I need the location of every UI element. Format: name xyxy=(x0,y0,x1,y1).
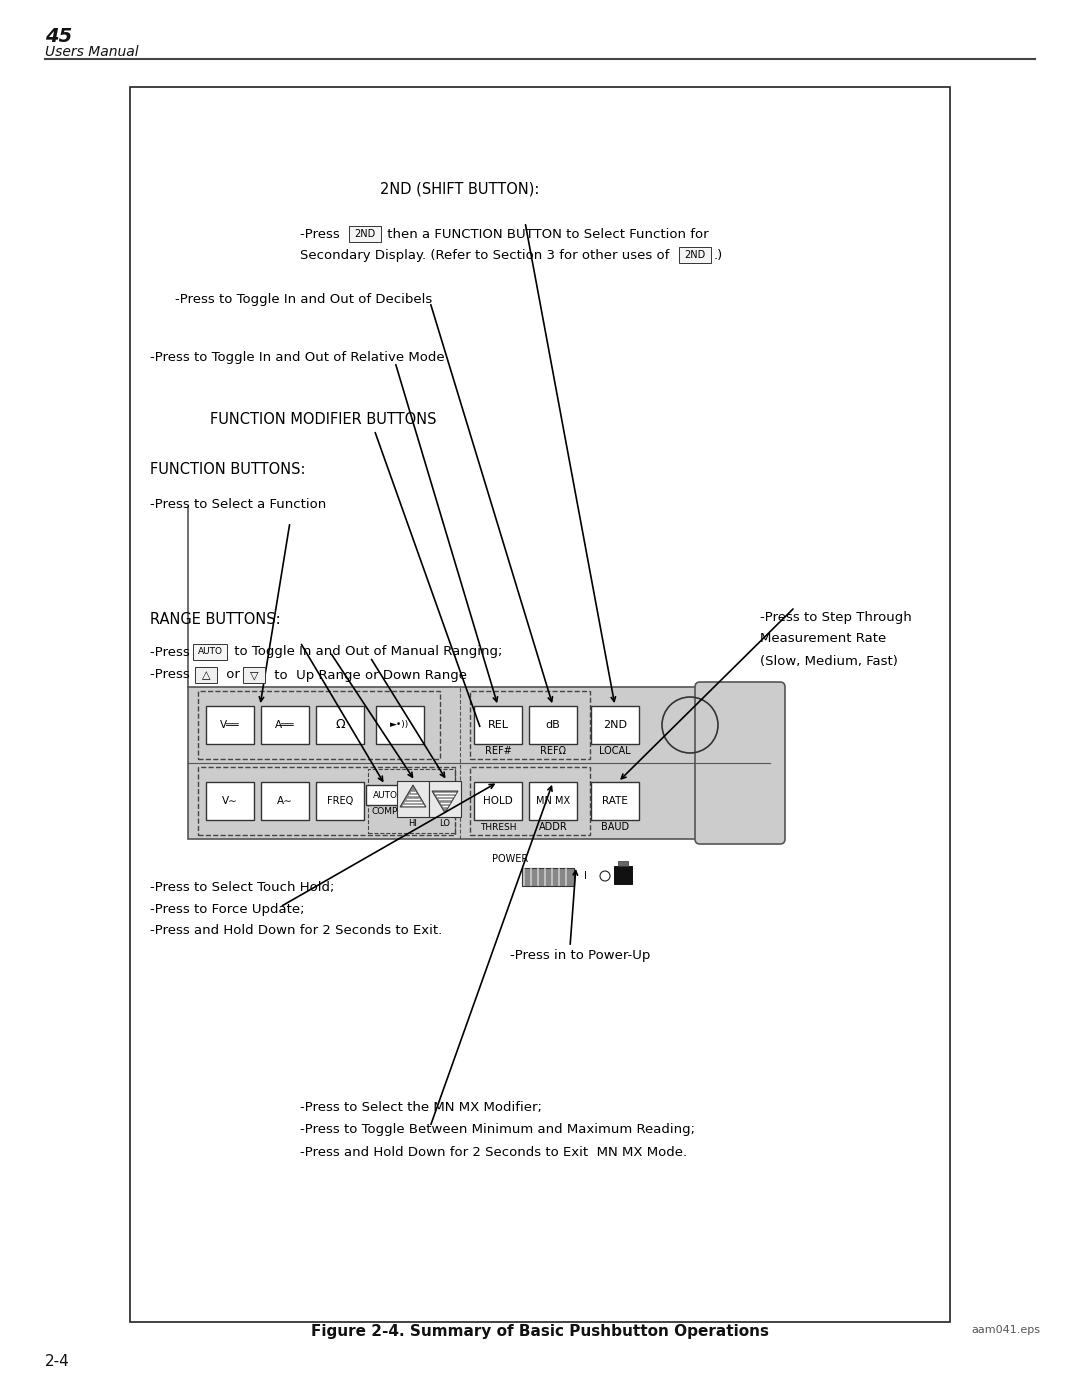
Bar xyxy=(618,861,627,866)
Bar xyxy=(591,782,639,820)
Text: -Press: -Press xyxy=(150,645,194,658)
Text: to Toggle In and Out of Manual Ranging;: to Toggle In and Out of Manual Ranging; xyxy=(230,645,502,658)
Bar xyxy=(529,705,577,745)
Bar xyxy=(679,247,711,263)
Text: A══: A══ xyxy=(275,719,295,731)
Bar xyxy=(316,705,364,745)
Bar xyxy=(474,705,522,745)
Text: or: or xyxy=(222,669,244,682)
Bar xyxy=(316,782,364,820)
Text: AUTO: AUTO xyxy=(198,647,222,657)
Text: V∼: V∼ xyxy=(222,796,238,806)
Bar xyxy=(376,705,424,745)
Text: to  Up Range or Down Range: to Up Range or Down Range xyxy=(270,669,467,682)
Text: RANGE BUTTONS:: RANGE BUTTONS: xyxy=(150,612,281,626)
Text: REF#: REF# xyxy=(485,746,511,756)
Text: FUNCTION MODIFIER BUTTONS: FUNCTION MODIFIER BUTTONS xyxy=(210,412,436,426)
Bar xyxy=(198,767,455,835)
Text: COMP: COMP xyxy=(372,806,399,816)
Bar xyxy=(261,705,309,745)
Text: POWER: POWER xyxy=(491,854,528,863)
Bar xyxy=(206,705,254,745)
Text: -Press to Step Through: -Press to Step Through xyxy=(760,610,912,623)
Text: FREQ: FREQ xyxy=(327,796,353,806)
Bar xyxy=(529,782,577,820)
Polygon shape xyxy=(400,785,426,807)
Text: 2ND: 2ND xyxy=(354,229,376,239)
Bar xyxy=(591,705,639,745)
Text: dB: dB xyxy=(545,719,561,731)
Text: -Press and Hold Down for 2 Seconds to Exit.: -Press and Hold Down for 2 Seconds to Ex… xyxy=(150,925,442,937)
Text: BAUD: BAUD xyxy=(600,821,629,833)
Text: then a FUNCTION BUTTON to Select Function for: then a FUNCTION BUTTON to Select Functio… xyxy=(383,228,708,240)
Bar xyxy=(195,666,217,683)
Text: -Press to Select Touch Hold;: -Press to Select Touch Hold; xyxy=(150,880,335,894)
Text: -Press and Hold Down for 2 Seconds to Exit  MN MX Mode.: -Press and Hold Down for 2 Seconds to Ex… xyxy=(300,1147,687,1160)
Text: -Press in to Power-Up: -Press in to Power-Up xyxy=(510,949,650,961)
Text: -Press: -Press xyxy=(150,669,194,682)
Bar xyxy=(206,782,254,820)
Text: 2ND: 2ND xyxy=(685,250,705,260)
Text: HOLD: HOLD xyxy=(483,796,513,806)
Text: LOCAL: LOCAL xyxy=(599,746,631,756)
Bar xyxy=(429,781,461,817)
Bar xyxy=(261,782,309,820)
Text: 2ND: 2ND xyxy=(603,719,627,731)
Text: (Slow, Medium, Fast): (Slow, Medium, Fast) xyxy=(760,655,897,668)
Text: THRESH: THRESH xyxy=(480,823,516,831)
Polygon shape xyxy=(432,791,458,813)
Text: -Press to Select a Function: -Press to Select a Function xyxy=(150,497,326,510)
Bar xyxy=(198,692,440,759)
Text: ►•)): ►•)) xyxy=(390,721,409,729)
Text: -Press to Toggle Between Minimum and Maximum Reading;: -Press to Toggle Between Minimum and Max… xyxy=(300,1123,696,1137)
Bar xyxy=(615,866,632,884)
Text: FUNCTION BUTTONS:: FUNCTION BUTTONS: xyxy=(150,461,306,476)
Text: -Press to Toggle In and Out of Decibels: -Press to Toggle In and Out of Decibels xyxy=(175,293,432,306)
Text: △: △ xyxy=(202,671,211,680)
Bar xyxy=(470,692,590,759)
Text: Users Manual: Users Manual xyxy=(45,45,138,59)
Text: AUTO: AUTO xyxy=(373,791,397,799)
Bar xyxy=(470,767,590,835)
Text: I: I xyxy=(583,870,586,882)
Text: REFΩ: REFΩ xyxy=(540,746,566,756)
Text: REL: REL xyxy=(487,719,509,731)
Text: Secondary Display. (Refer to Section 3 for other uses of: Secondary Display. (Refer to Section 3 f… xyxy=(300,249,670,261)
Bar xyxy=(368,768,455,833)
Bar xyxy=(193,644,227,659)
Text: RATE: RATE xyxy=(602,796,627,806)
Bar xyxy=(130,87,950,1322)
Text: Ω: Ω xyxy=(335,718,345,732)
Text: aam041.eps: aam041.eps xyxy=(971,1324,1040,1336)
Bar xyxy=(474,782,522,820)
Text: .): .) xyxy=(714,249,724,261)
Text: 45: 45 xyxy=(45,27,72,46)
Text: -Press to Force Update;: -Press to Force Update; xyxy=(150,902,305,915)
Text: HI: HI xyxy=(408,819,418,827)
Text: A∼: A∼ xyxy=(278,796,293,806)
Bar xyxy=(522,868,573,886)
Text: -Press: -Press xyxy=(300,228,345,240)
Text: -Press to Toggle In and Out of Relative Mode: -Press to Toggle In and Out of Relative … xyxy=(150,351,445,363)
Text: Figure 2-4. Summary of Basic Pushbutton Operations: Figure 2-4. Summary of Basic Pushbutton … xyxy=(311,1324,769,1338)
FancyBboxPatch shape xyxy=(696,682,785,844)
Text: ▽: ▽ xyxy=(249,671,258,680)
Bar xyxy=(188,687,740,840)
Text: ADDR: ADDR xyxy=(539,821,567,833)
Text: Measurement Rate: Measurement Rate xyxy=(760,633,887,645)
Text: 2-4: 2-4 xyxy=(45,1354,70,1369)
Bar xyxy=(243,666,265,683)
Bar xyxy=(397,781,429,817)
Text: LO: LO xyxy=(440,819,450,827)
Text: 2ND (SHIFT BUTTON):: 2ND (SHIFT BUTTON): xyxy=(380,182,540,197)
Text: MN MX: MN MX xyxy=(536,796,570,806)
Text: V══: V══ xyxy=(220,719,240,731)
Bar xyxy=(349,226,381,242)
Text: -Press to Select the MN MX Modifier;: -Press to Select the MN MX Modifier; xyxy=(300,1101,542,1113)
Bar xyxy=(366,785,404,805)
